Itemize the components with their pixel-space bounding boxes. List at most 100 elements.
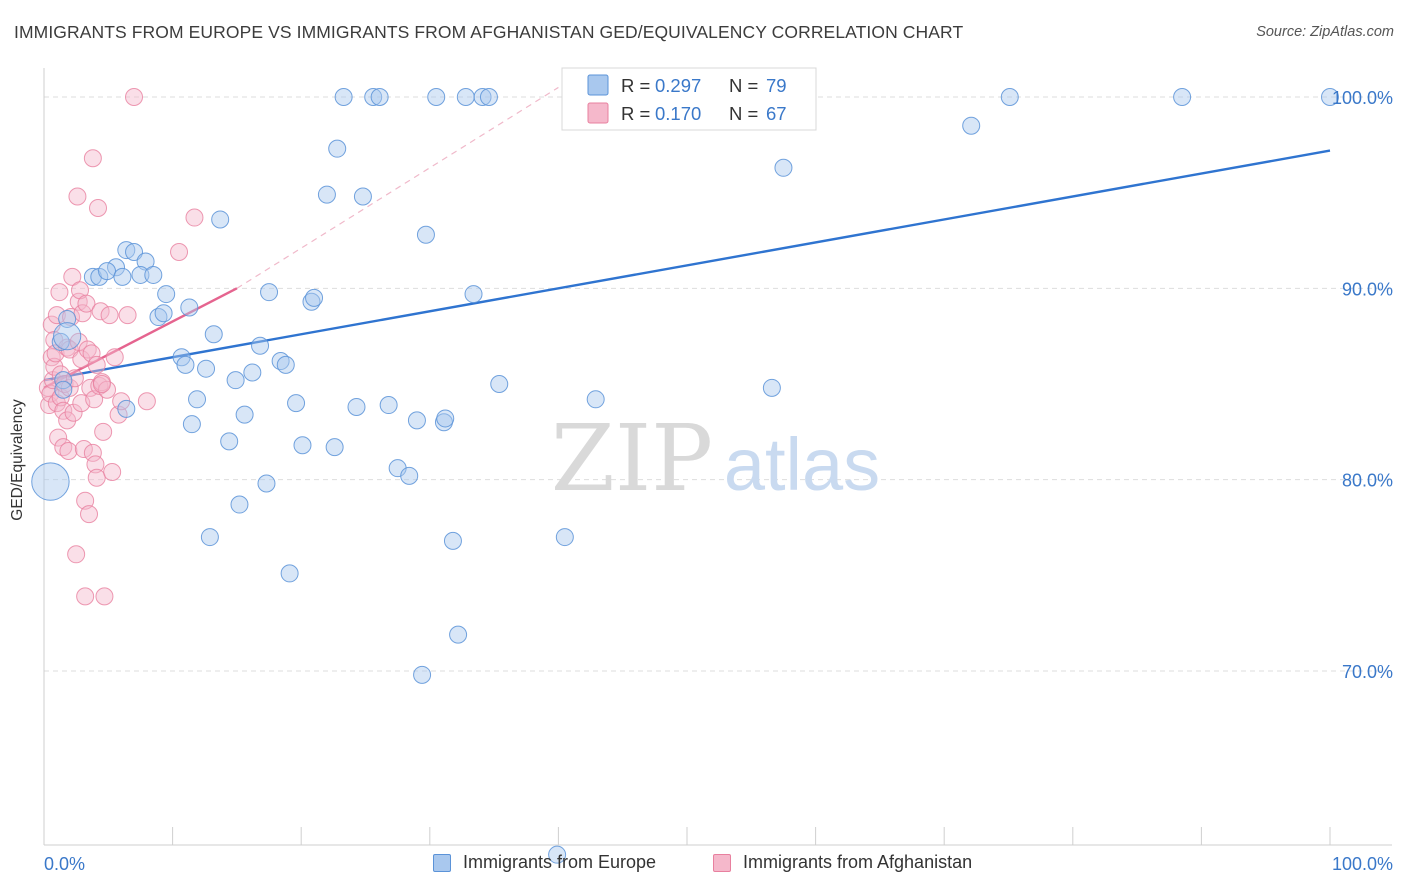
- europe-point: [176, 355, 195, 374]
- afghanistan-point: [100, 306, 119, 325]
- series-europe: [31, 88, 1339, 864]
- afghanistan-point: [50, 283, 69, 302]
- stats-n-label-afghanistan: N =: [729, 103, 758, 124]
- stats-swatch-europe: [587, 74, 609, 96]
- afghanistan-point: [64, 403, 83, 422]
- afghanistan-point: [74, 440, 93, 459]
- europe-point: [413, 665, 432, 684]
- afghanistan-point: [63, 267, 82, 286]
- source-label: Source: ZipAtlas.com: [1256, 24, 1394, 40]
- legend-item-afghanistan[interactable]: Immigrants from Afghanistan: [713, 852, 972, 873]
- afghanistan-point: [87, 355, 106, 374]
- europe-point: [379, 396, 398, 415]
- afghanistan-point: [69, 292, 88, 311]
- europe-point: [51, 332, 70, 351]
- afghanistan-point: [87, 468, 106, 487]
- europe-point: [260, 283, 279, 302]
- europe-point: [774, 158, 793, 177]
- europe-point: [31, 462, 70, 501]
- europe-point: [334, 88, 353, 106]
- watermark-atlas: atlas: [724, 423, 880, 506]
- series-afghanistan: [38, 88, 204, 606]
- stats-r-label-europe: R =: [621, 75, 650, 96]
- europe-point: [400, 466, 419, 485]
- europe-point: [548, 845, 567, 864]
- x-tick-labels: 0.0% 100.0%: [44, 854, 1393, 874]
- europe-point: [157, 285, 176, 304]
- europe-point: [117, 241, 136, 260]
- x-tick-label-max: 100.0%: [1332, 854, 1393, 874]
- afghanistan-point: [67, 545, 86, 564]
- afghanistan-point: [68, 187, 87, 206]
- europe-point: [962, 116, 981, 135]
- afghanistan-point: [77, 294, 96, 313]
- europe-point: [287, 394, 306, 413]
- europe-point: [479, 88, 498, 106]
- europe-point: [555, 528, 574, 547]
- afghanistan-point: [125, 88, 144, 106]
- europe-point: [235, 405, 254, 424]
- europe-point: [117, 399, 136, 418]
- afghanistan-point: [98, 380, 117, 399]
- stats-swatch-afghanistan: [587, 102, 609, 124]
- europe-point: [98, 262, 117, 281]
- europe-point: [370, 88, 389, 106]
- europe-point: [443, 531, 462, 550]
- afghanistan-point: [82, 344, 101, 363]
- europe-point: [464, 285, 483, 304]
- afghanistan-point: [58, 411, 77, 430]
- legend-label-afghanistan: Immigrants from Afghanistan: [743, 852, 973, 872]
- europe-point: [188, 390, 207, 409]
- afghanistan-point: [89, 198, 108, 217]
- afghanistan-point: [85, 390, 104, 409]
- europe-point: [353, 187, 372, 206]
- europe-point: [436, 409, 455, 428]
- axes: [43, 68, 1392, 846]
- afghanistan-point: [69, 332, 88, 351]
- trend-line-europe: [43, 149, 1331, 382]
- stats-r-value-afghanistan: 0.170: [655, 103, 701, 124]
- y-tick-label: 100.0%: [1332, 88, 1393, 108]
- europe-point: [54, 371, 73, 390]
- europe-point: [1321, 88, 1339, 106]
- europe-point: [180, 298, 199, 317]
- europe-point: [226, 371, 245, 390]
- europe-point: [243, 363, 262, 382]
- gridlines: [44, 96, 1392, 672]
- europe-point: [347, 397, 366, 416]
- afghanistan-point: [83, 443, 102, 462]
- europe-point: [257, 474, 276, 493]
- europe-point: [325, 438, 344, 457]
- europe-point: [427, 88, 446, 106]
- stats-n-value-afghanistan: 67: [766, 103, 787, 124]
- europe-point: [197, 359, 216, 378]
- europe-point: [200, 528, 219, 547]
- europe-point: [762, 378, 781, 397]
- afghanistan-point: [76, 587, 95, 606]
- afghanistan-point: [91, 302, 110, 321]
- europe-point: [1000, 88, 1019, 106]
- afghanistan-point: [137, 392, 156, 411]
- afghanistan-point: [76, 491, 95, 510]
- stats-r-value-europe: 0.297: [655, 75, 701, 96]
- europe-point: [131, 265, 150, 284]
- europe-point: [251, 336, 270, 355]
- legend-swatch-europe: [433, 853, 451, 872]
- afghanistan-point: [45, 357, 64, 376]
- afghanistan-point: [80, 505, 99, 524]
- legend-item-europe[interactable]: Immigrants from Europe: [433, 852, 656, 873]
- europe-point: [276, 355, 295, 374]
- europe-point: [407, 411, 426, 430]
- trend-extension-afghanistan: [236, 86, 559, 289]
- europe-point: [328, 139, 347, 158]
- europe-point: [364, 88, 383, 106]
- europe-point: [456, 88, 475, 106]
- europe-point: [54, 380, 73, 399]
- legend-swatch-afghanistan: [713, 853, 731, 872]
- europe-point: [293, 436, 312, 455]
- europe-point: [211, 210, 230, 229]
- afghanistan-point: [185, 208, 204, 227]
- europe-point: [113, 267, 132, 286]
- europe-point: [416, 225, 435, 244]
- europe-point: [220, 432, 239, 451]
